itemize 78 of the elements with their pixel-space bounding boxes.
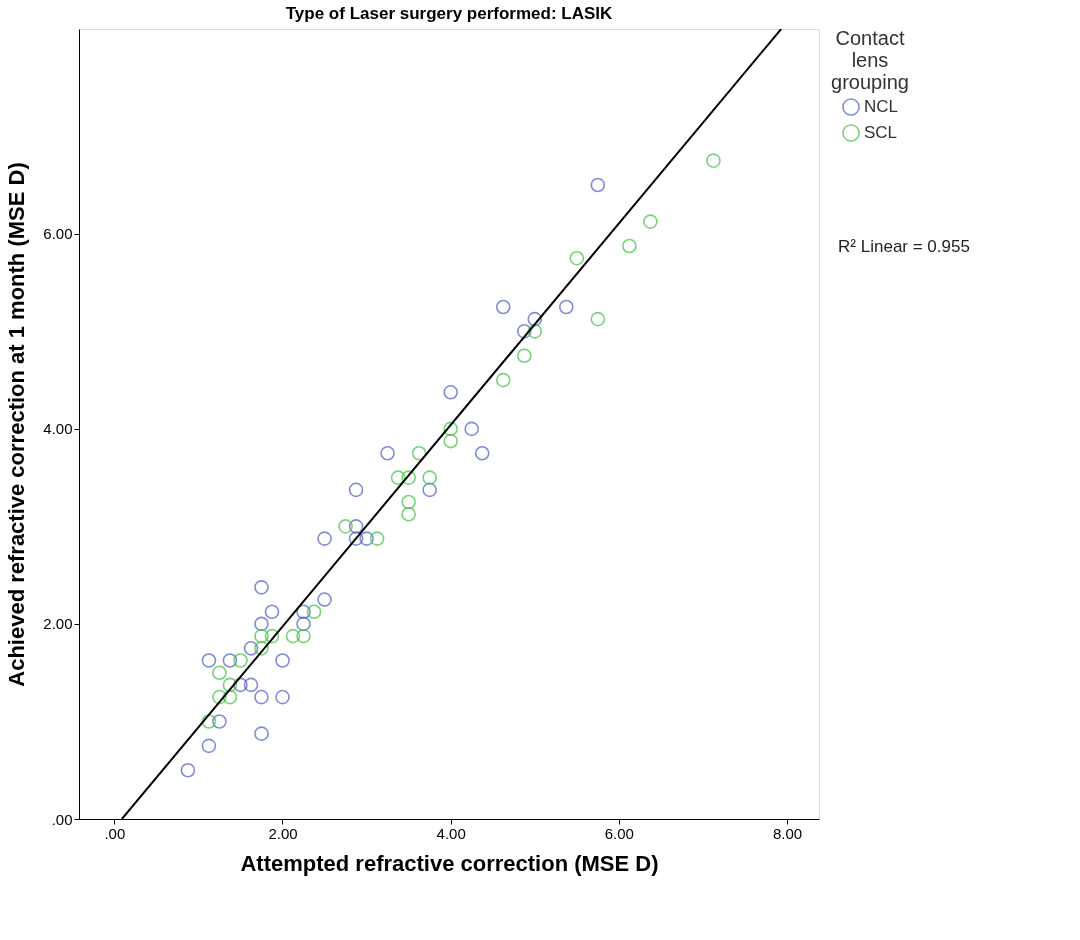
point <box>264 604 280 620</box>
point <box>306 604 322 620</box>
point <box>296 604 311 620</box>
point <box>243 677 259 693</box>
point <box>275 689 290 705</box>
point <box>422 470 437 485</box>
point <box>516 348 532 364</box>
point <box>359 531 374 546</box>
point <box>401 494 416 510</box>
point <box>348 482 364 498</box>
point <box>390 470 406 485</box>
point <box>254 580 269 595</box>
point <box>443 421 458 437</box>
point <box>380 445 395 461</box>
x-tick-label: .00 <box>104 824 126 842</box>
point <box>590 311 606 327</box>
point <box>495 372 511 388</box>
point <box>443 385 458 400</box>
point <box>296 628 311 644</box>
point <box>233 653 248 668</box>
point <box>464 421 480 437</box>
point <box>622 238 637 254</box>
y-tick-label: 6.00 <box>43 225 73 243</box>
legend-title: Contact lens grouping <box>831 27 909 93</box>
y-tick-label: 2.00 <box>43 615 73 633</box>
point <box>527 324 543 339</box>
point <box>222 653 238 668</box>
x-tick-label: 8.00 <box>772 824 803 842</box>
point <box>296 616 311 632</box>
text: R² Linear = 0.955 <box>838 237 970 256</box>
point <box>222 689 238 705</box>
y-tick-label: .00 <box>51 810 73 828</box>
point <box>275 653 290 668</box>
point <box>590 177 606 193</box>
point <box>254 641 269 656</box>
point <box>285 628 301 644</box>
point <box>569 250 585 266</box>
point <box>254 628 269 644</box>
point <box>254 689 269 705</box>
point <box>369 531 385 546</box>
x-tick-label: 4.00 <box>436 824 466 842</box>
point <box>401 470 416 485</box>
point <box>558 299 574 315</box>
point <box>317 592 332 607</box>
x-tick-label: 2.00 <box>268 824 298 842</box>
legend-label: SCL <box>864 123 898 142</box>
point <box>401 506 416 522</box>
point <box>338 519 353 534</box>
point <box>643 214 658 229</box>
point <box>201 714 217 729</box>
point <box>201 738 217 754</box>
point <box>201 653 217 668</box>
point <box>254 726 269 741</box>
point <box>212 689 227 705</box>
point <box>212 714 227 729</box>
y-tick-label: 4.00 <box>43 420 73 438</box>
point <box>264 628 280 644</box>
point <box>495 299 511 315</box>
x-axis-title: Attempted refractive correction (MSE D) <box>240 850 659 876</box>
point <box>348 519 364 534</box>
legend-label: NCL <box>864 97 899 116</box>
point <box>254 616 269 632</box>
point <box>243 641 259 656</box>
y-axis-title: Achieved refractive correction at 1 month (MSE D) <box>4 162 30 687</box>
point <box>212 665 227 681</box>
point <box>516 324 532 339</box>
point <box>180 762 196 778</box>
point <box>317 531 332 546</box>
point <box>474 445 490 461</box>
point <box>348 531 364 546</box>
chart-title: Type of Laser surgery performed: LASIK <box>285 4 613 23</box>
point <box>422 482 437 498</box>
point <box>443 433 458 449</box>
point <box>233 677 248 693</box>
point <box>706 153 721 168</box>
point <box>222 677 238 693</box>
x-tick-label: 6.00 <box>604 824 634 842</box>
point <box>527 311 543 327</box>
